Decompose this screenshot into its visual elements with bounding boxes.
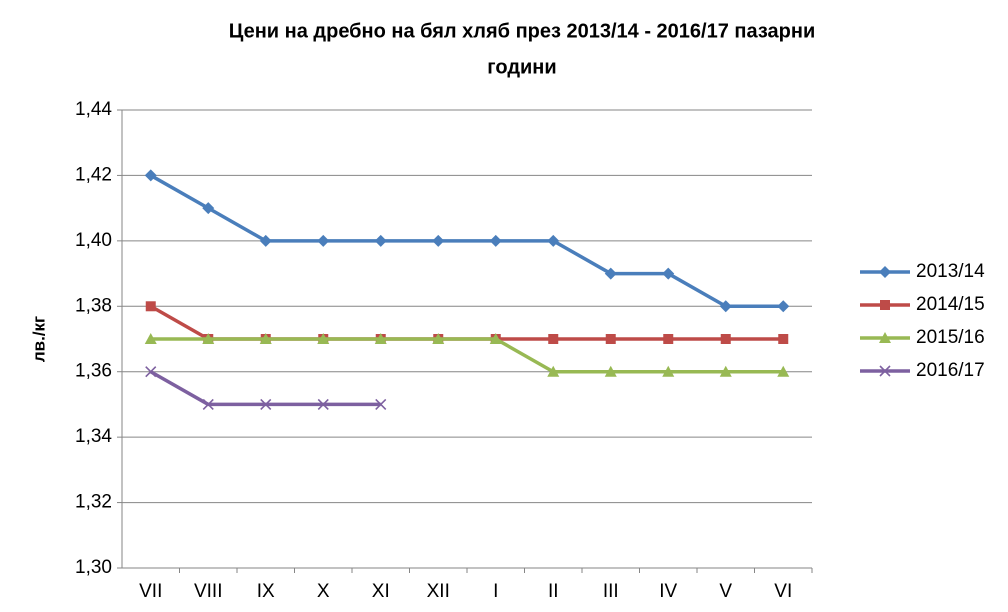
- marker: [144, 169, 157, 182]
- legend-marker: [879, 266, 891, 278]
- x-tick-label: XII: [427, 581, 450, 602]
- marker: [145, 366, 157, 378]
- marker: [317, 398, 329, 410]
- y-tick-label: 1,44: [75, 99, 112, 120]
- marker: [719, 365, 732, 377]
- x-tick-label: X: [317, 581, 330, 602]
- x-tick-label: VI: [774, 581, 792, 602]
- series-line: [149, 370, 381, 407]
- marker: [259, 234, 272, 247]
- marker: [374, 234, 387, 247]
- y-tick-label: 1,34: [75, 426, 112, 447]
- x-tick-label: I: [493, 581, 498, 602]
- marker: [202, 202, 215, 215]
- marker: [260, 398, 272, 410]
- x-tick-label: VIII: [194, 581, 223, 602]
- series-line: [150, 337, 784, 374]
- legend-label: 2015/16: [916, 327, 985, 348]
- x-tick-label: V: [719, 581, 732, 602]
- legend-label: 2013/14: [916, 261, 985, 282]
- marker: [432, 333, 445, 344]
- marker: [720, 334, 731, 344]
- marker: [604, 365, 617, 377]
- x-tick-label: II: [548, 581, 559, 602]
- marker: [604, 267, 617, 280]
- marker: [663, 334, 674, 344]
- marker: [202, 398, 214, 410]
- marker: [145, 301, 156, 312]
- y-tick-label: 1,38: [75, 295, 112, 316]
- marker: [375, 398, 387, 410]
- y-tick-label: 1,42: [75, 164, 112, 185]
- marker: [432, 234, 445, 247]
- series-line: [149, 304, 784, 341]
- x-tick-label: IX: [257, 581, 275, 602]
- y-tick-label: 1,36: [75, 361, 112, 382]
- marker: [374, 333, 387, 344]
- legend-label: 2016/17: [916, 360, 985, 381]
- legend-label: 2014/15: [916, 294, 985, 315]
- marker: [489, 234, 502, 247]
- y-tick-label: 1,30: [75, 557, 112, 578]
- marker: [719, 300, 732, 313]
- marker: [778, 334, 789, 344]
- chart-title: Цени на дребно на бял хляб през 2013/14 …: [229, 20, 816, 42]
- marker: [144, 333, 157, 344]
- chart-title: години: [487, 56, 556, 78]
- marker: [259, 333, 272, 344]
- marker: [662, 365, 675, 377]
- marker: [317, 234, 330, 247]
- legend-marker: [880, 300, 890, 310]
- x-tick-label: XI: [372, 581, 390, 602]
- x-tick-label: VII: [139, 581, 162, 602]
- marker: [202, 333, 215, 344]
- y-axis-label: лв./кг: [29, 316, 48, 362]
- marker: [547, 365, 560, 377]
- y-tick-label: 1,40: [75, 230, 112, 251]
- marker: [777, 300, 790, 313]
- x-tick-label: IV: [659, 581, 677, 602]
- marker: [777, 365, 790, 377]
- marker: [662, 267, 675, 280]
- y-tick-label: 1,32: [75, 492, 112, 513]
- x-tick-label: III: [603, 581, 619, 602]
- marker: [605, 334, 616, 344]
- legend-marker: [879, 365, 891, 377]
- marker: [317, 333, 330, 344]
- legend-marker: [879, 332, 891, 343]
- marker: [547, 234, 560, 247]
- series-line: [149, 173, 784, 309]
- marker: [548, 334, 559, 344]
- marker: [489, 333, 502, 344]
